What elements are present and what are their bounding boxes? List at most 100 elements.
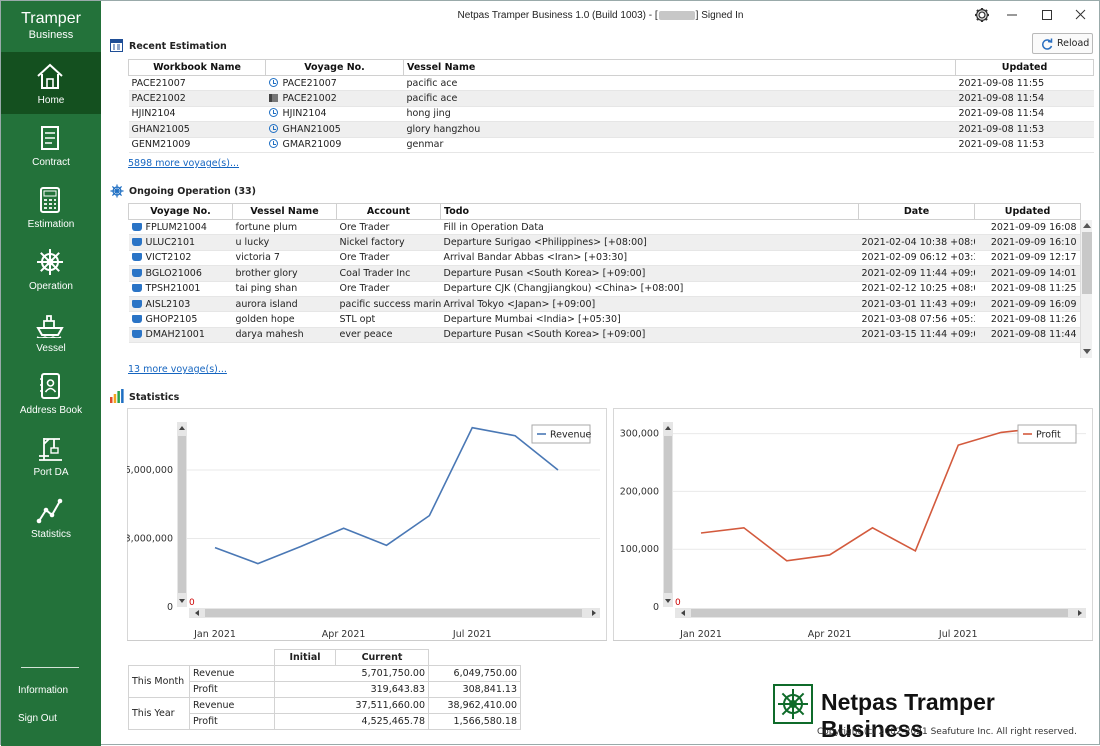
cell-updated: 2021-09-08 11:53 <box>956 137 1094 152</box>
window-title-suffix: ] Signed In <box>696 10 744 21</box>
sidebar-item-port-da[interactable]: Port DA <box>1 424 101 486</box>
voyage-text: GHOP2105 <box>146 314 198 325</box>
maximize-icon[interactable] <box>1036 5 1058 25</box>
column-header-updated[interactable]: Updated <box>956 60 1094 76</box>
cell-vessel: golden hope <box>233 312 337 327</box>
cell-vessel: glory hangzhou <box>404 122 956 137</box>
cell-voyage: FPLUM21004 <box>129 220 233 235</box>
cell-account: Ore Trader <box>337 250 441 265</box>
ship-wheel-icon <box>35 248 65 276</box>
column-header-voyage[interactable]: Voyage No. <box>266 60 404 76</box>
column-header-updated[interactable]: Updated <box>975 204 1081 220</box>
legend-label: Revenue <box>550 430 592 441</box>
cell-vessel: pacific ace <box>404 76 956 91</box>
current-value: 308,841.13 <box>429 682 521 698</box>
scroll-down-icon[interactable] <box>1083 349 1091 355</box>
column-header-date[interactable]: Date <box>859 204 975 220</box>
x-tick-label: Apr 2021 <box>322 629 366 640</box>
cell-vessel: hong jing <box>404 106 956 121</box>
sidebar-item-label: Contract <box>1 157 101 168</box>
cell-account: Ore Trader <box>337 220 441 235</box>
clock-icon <box>269 78 278 87</box>
title-bar: Netpas Tramper Business 1.0 (Build 1003)… <box>101 1 1100 29</box>
current-value: 38,962,410.00 <box>429 698 521 714</box>
copyright-text: Copyright (c) 2002-2021 Seafuture Inc. A… <box>817 727 1077 737</box>
chart-h-thumb[interactable] <box>205 609 582 617</box>
cell-updated: 2021-09-09 16:08 <box>975 220 1081 235</box>
gear-icon[interactable] <box>971 5 993 25</box>
sidebar-item-vessel[interactable]: Vessel <box>1 300 101 362</box>
chart-h-thumb[interactable] <box>691 609 1068 617</box>
column-header-voyage[interactable]: Voyage No. <box>129 204 233 220</box>
sidebar-item-statistics[interactable]: Statistics <box>1 486 101 548</box>
sidebar-item-address-book[interactable]: Address Book <box>1 362 101 424</box>
port-crane-icon <box>35 434 65 462</box>
y-tick-label: 0 <box>167 602 173 613</box>
netpas-logo-icon <box>773 684 813 724</box>
cell-account: Ore Trader <box>337 281 441 296</box>
sidebar-item-home[interactable]: Home <box>1 52 101 114</box>
cell-voyage: GHAN21005 <box>266 122 404 137</box>
minimize-icon[interactable] <box>1001 5 1023 25</box>
column-header-workbook[interactable]: Workbook Name <box>129 60 266 76</box>
cell-workbook: PACE21002 <box>129 91 266 106</box>
voyage-text: ULUC2101 <box>146 237 196 248</box>
grid-table-icon <box>110 39 124 53</box>
chart-v-thumb[interactable] <box>664 436 672 593</box>
y-tick-label: 3,000,000 <box>127 533 173 544</box>
x-tick-label: Jul 2021 <box>452 629 492 640</box>
sidebar-item-contract[interactable]: Contract <box>1 114 101 176</box>
y-tick-label: 200,000 <box>620 486 659 497</box>
scroll-thumb[interactable] <box>1082 232 1092 294</box>
ongoing-operation-heading: Ongoing Operation (33) <box>129 186 256 197</box>
column-header-todo[interactable]: Todo <box>441 204 859 220</box>
cell-account: pacific success marine <box>337 296 441 311</box>
reload-label: Reload <box>1057 38 1089 49</box>
close-icon[interactable] <box>1070 5 1092 25</box>
cell-todo: Departure CJK (Changjiangkou) <China> [+… <box>441 281 859 296</box>
more-estimations-link[interactable]: 5898 more voyage(s)... <box>128 158 239 169</box>
x-tick-label: Apr 2021 <box>808 629 852 640</box>
cell-todo: Arrival Bandar Abbas <Iran> [+03:30] <box>441 250 859 265</box>
sidebar-item-operation[interactable]: Operation <box>1 238 101 300</box>
cell-voyage: AISL2103 <box>129 296 233 311</box>
scroll-up-icon[interactable] <box>1083 222 1091 228</box>
reload-button[interactable]: Reload <box>1032 33 1093 54</box>
period-label: This Year <box>129 698 190 730</box>
cell-updated: 2021-09-08 11:26 <box>975 312 1081 327</box>
column-header-initial: Initial <box>275 650 336 666</box>
x-tick-label: Jul 2021 <box>938 629 978 640</box>
cell-workbook: GENM21009 <box>129 137 266 152</box>
column-header-vessel[interactable]: Vessel Name <box>233 204 337 220</box>
cell-updated: 2021-09-08 11:54 <box>956 91 1094 106</box>
column-header-vessel[interactable]: Vessel Name <box>404 60 956 76</box>
brand: Tramper Business <box>1 1 101 51</box>
sign-out-link[interactable]: Sign Out <box>18 713 57 724</box>
information-link[interactable]: Information <box>18 685 68 696</box>
sidebar-item-estimation[interactable]: Estimation <box>1 176 101 238</box>
sidebar-item-label: Vessel <box>1 343 101 354</box>
cell-date: 2021-03-08 07:56 +05:30 <box>859 312 975 327</box>
column-header-account[interactable]: Account <box>337 204 441 220</box>
cell-vessel: genmar <box>404 137 956 152</box>
cell-voyage: VICT2102 <box>129 250 233 265</box>
more-operations-link[interactable]: 13 more voyage(s)... <box>128 364 227 375</box>
ongoing-scrollbar[interactable] <box>1080 220 1092 358</box>
sidebar-item-label: Statistics <box>1 529 101 540</box>
chart-v-thumb[interactable] <box>178 436 186 593</box>
zero-label: 0 <box>189 598 195 608</box>
